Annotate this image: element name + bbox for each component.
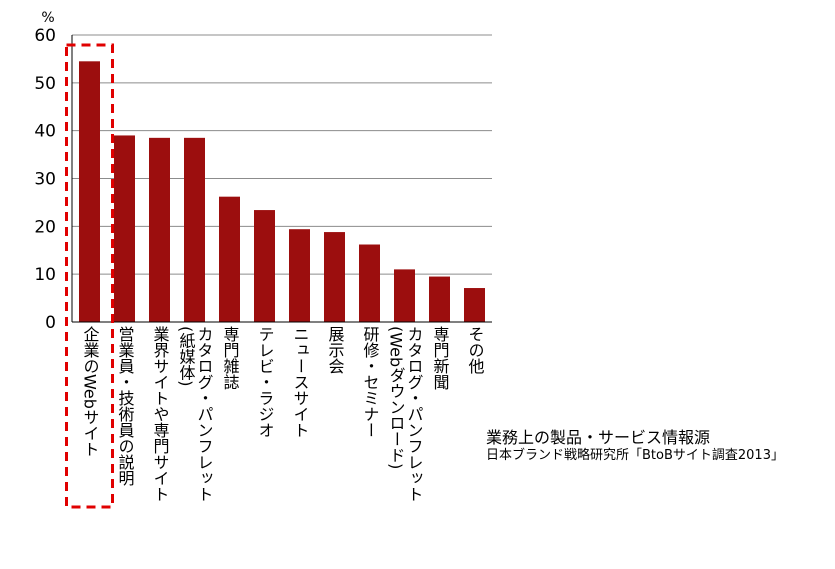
category-label: ニュースサイト bbox=[290, 326, 310, 438]
y-tick-label: 50 bbox=[34, 74, 56, 94]
bar bbox=[464, 288, 485, 322]
category-label: カタログ・パンフレット (紙媒体) bbox=[176, 326, 214, 502]
caption-source: 日本ブランド戦略研究所「BtoBサイト調査2013」 bbox=[486, 448, 784, 463]
y-tick-label: 10 bbox=[34, 265, 56, 285]
bar bbox=[184, 137, 205, 322]
category-label: カタログ・パンフレット (Webダウンロード) bbox=[386, 326, 424, 502]
y-axis-ticks: 0 10 20 30 40 50 60 bbox=[34, 26, 56, 333]
category-label: 専門新聞 bbox=[430, 326, 450, 390]
category-label: 営業員・技術員の説明 bbox=[115, 326, 135, 486]
bar bbox=[429, 276, 450, 322]
y-tick-label: 30 bbox=[34, 170, 56, 190]
y-tick-label: 20 bbox=[34, 217, 56, 237]
bar bbox=[324, 232, 345, 322]
category-label: 研修・セミナー bbox=[360, 326, 380, 438]
bar bbox=[254, 210, 275, 322]
category-label: その他 bbox=[465, 326, 485, 374]
bar bbox=[114, 135, 135, 322]
y-tick-label: 40 bbox=[34, 122, 56, 142]
bars bbox=[79, 61, 485, 322]
bar bbox=[394, 269, 415, 322]
category-label: 専門雑誌 bbox=[220, 326, 240, 390]
bar bbox=[359, 244, 380, 322]
gridlines bbox=[72, 34, 492, 275]
bar bbox=[219, 196, 240, 322]
bar bbox=[149, 137, 170, 322]
category-label: テレビ・ラジオ bbox=[255, 326, 275, 438]
highlight-box bbox=[65, 43, 114, 509]
caption-title: 業務上の製品・サービス情報源 bbox=[486, 428, 711, 447]
category-label: 展示会 bbox=[325, 326, 345, 374]
bar bbox=[79, 61, 100, 322]
category-label: 業界サイトや専門サイト bbox=[150, 326, 170, 502]
y-tick-label: 60 bbox=[34, 26, 56, 46]
category-label: 企業のWebサイト bbox=[80, 326, 100, 457]
y-axis-unit-label: % bbox=[41, 10, 54, 26]
y-tick-label: 0 bbox=[45, 313, 56, 333]
bar bbox=[289, 229, 310, 322]
